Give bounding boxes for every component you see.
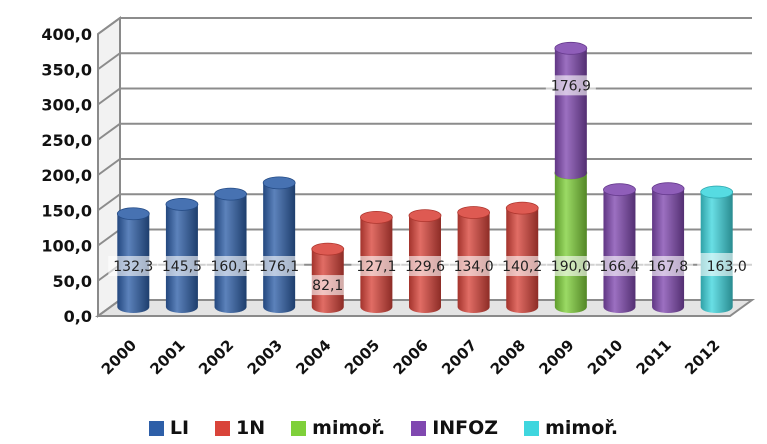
- bar-top: [701, 186, 733, 198]
- data-label: 145,5: [162, 259, 202, 275]
- bar: [166, 198, 198, 313]
- legend-label: LI: [170, 417, 189, 439]
- bar: [603, 184, 635, 313]
- legend-label: INFOZ: [432, 417, 498, 439]
- legend-swatch: [291, 421, 306, 436]
- data-label: 163,0: [707, 259, 747, 275]
- legend-item: mimoř.: [524, 417, 618, 439]
- x-tick-label: 2012: [681, 336, 723, 378]
- x-tick-label: 2001: [147, 336, 189, 378]
- data-label: 82,1: [312, 278, 343, 294]
- gridline: [98, 18, 752, 34]
- legend-label: mimoř.: [312, 417, 385, 439]
- bar-body: [603, 190, 635, 313]
- bar-top: [312, 243, 344, 255]
- x-tick-label: 2007: [438, 336, 480, 378]
- bar-top: [409, 210, 441, 222]
- x-axis-ticks: 2000 2001 2002 2003 2004 2005 2006 2007 2008 2009…: [98, 336, 724, 378]
- data-label: 190,0: [551, 259, 591, 275]
- y-tick-label: 50,0: [53, 272, 92, 291]
- x-tick-label: 2003: [244, 336, 286, 378]
- bar-top: [506, 202, 538, 214]
- bar-top: [166, 198, 198, 210]
- y-axis-ticks: 0,0 50,0 100,0 150,0 200,0 250,0 300,0 350,0 400…: [41, 25, 92, 326]
- bar: [555, 42, 587, 179]
- bar-body: [555, 173, 587, 313]
- bar-top: [555, 42, 587, 54]
- legend-item: INFOZ: [411, 417, 498, 439]
- data-label: 167,8: [648, 259, 688, 275]
- y-tick-label: 350,0: [41, 60, 92, 79]
- data-label: 140,2: [502, 259, 542, 275]
- bar: [215, 188, 247, 313]
- x-tick-label: 2009: [535, 336, 577, 378]
- gridline: [98, 89, 752, 105]
- bar-body: [215, 194, 247, 313]
- x-tick-label: 2002: [195, 336, 237, 378]
- bar: [555, 167, 587, 313]
- y-tick-label: 150,0: [41, 201, 92, 220]
- y-tick-label: 200,0: [41, 166, 92, 185]
- gridline: [98, 159, 752, 175]
- bar-top: [117, 208, 149, 220]
- y-tick-label: 400,0: [41, 25, 92, 44]
- legend-swatch: [411, 421, 426, 436]
- bar-body: [652, 189, 684, 313]
- bar-body: [701, 192, 733, 313]
- data-label: 160,1: [210, 259, 250, 275]
- bar-top: [603, 184, 635, 196]
- bar: [701, 186, 733, 313]
- data-label: 166,4: [599, 259, 639, 275]
- x-tick-label: 2000: [98, 336, 140, 378]
- legend-item: mimoř.: [291, 417, 385, 439]
- data-label: 176,9: [551, 78, 591, 94]
- legend-label: 1N: [236, 417, 265, 439]
- legend: LI 1N mimoř. INFOZ mimoř.: [0, 414, 767, 442]
- y-tick-label: 0,0: [64, 307, 92, 326]
- data-label: 127,1: [356, 259, 396, 275]
- bar: [263, 177, 295, 313]
- legend-swatch: [149, 421, 164, 436]
- bar: [652, 183, 684, 313]
- legend-label: mimoř.: [545, 417, 618, 439]
- bar-top: [215, 188, 247, 200]
- x-tick-label: 2005: [341, 336, 383, 378]
- data-label: 134,0: [454, 259, 494, 275]
- x-tick-label: 2010: [584, 336, 626, 378]
- bar-top: [360, 211, 392, 223]
- data-label: 132,3: [113, 259, 153, 275]
- legend-swatch: [524, 421, 539, 436]
- legend-item: LI: [149, 417, 189, 439]
- bar-body: [555, 48, 587, 179]
- bar-top: [652, 183, 684, 195]
- legend-swatch: [215, 421, 230, 436]
- y-tick-label: 250,0: [41, 131, 92, 150]
- gridline: [98, 53, 752, 69]
- bar-body: [263, 183, 295, 313]
- gridline: [98, 124, 752, 140]
- data-label: 129,6: [405, 259, 445, 275]
- bar-top: [458, 207, 490, 219]
- bar-top: [263, 177, 295, 189]
- x-tick-label: 2011: [633, 336, 675, 378]
- data-label: 176,1: [259, 259, 299, 275]
- x-tick-label: 2008: [487, 336, 529, 378]
- x-tick-label: 2004: [292, 336, 334, 378]
- y-tick-label: 300,0: [41, 96, 92, 115]
- x-tick-label: 2006: [390, 336, 432, 378]
- y-tick-label: 100,0: [41, 237, 92, 256]
- legend-item: 1N: [215, 417, 265, 439]
